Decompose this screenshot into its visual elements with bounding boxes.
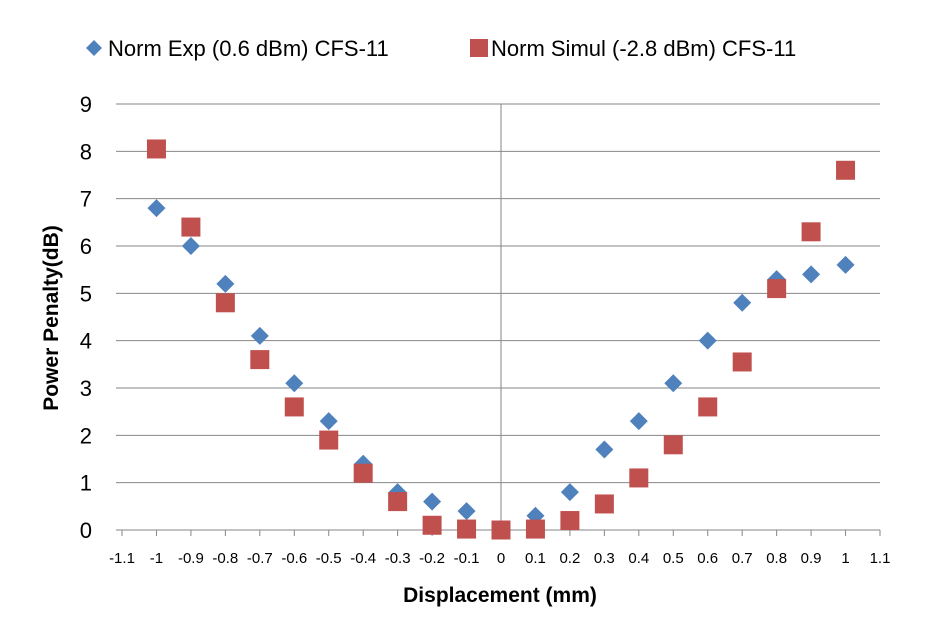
legend-label: Norm Simul (-2.8 dBm) CFS-11	[491, 36, 796, 61]
x-tick-labels: -1.1 -1 -0.9 -0.8 -0.7 -0.6 -0.5 -0.4 -0.3 -0.2 -0…	[109, 550, 890, 567]
series-2	[146, 139, 856, 540]
y-tick-label: 3	[80, 376, 92, 401]
data-point-diamond	[664, 374, 683, 393]
data-point-square	[181, 217, 201, 237]
data-point-diamond	[250, 326, 269, 345]
data-point-square	[422, 515, 442, 535]
data-point-square	[250, 350, 270, 370]
data-point-diamond	[733, 293, 752, 312]
data-point-square	[663, 435, 683, 455]
y-axis-label: Power Penalty(dB)	[40, 225, 63, 411]
series-1	[147, 199, 855, 539]
data-point-square	[629, 468, 649, 488]
data-point-diamond	[595, 440, 614, 459]
data-point-diamond	[423, 492, 442, 511]
data-point-square	[491, 520, 511, 540]
x-tick-label: 0	[497, 550, 505, 567]
legend-marker-square	[470, 39, 488, 57]
data-point-diamond	[836, 255, 855, 274]
data-point-diamond	[698, 331, 717, 350]
x-tick-label: 0.9	[801, 550, 822, 567]
y-tick-label: 4	[80, 329, 92, 354]
data-point-square	[801, 222, 821, 242]
y-tick-label: 6	[80, 234, 92, 259]
x-tick-label: -0.5	[316, 550, 342, 567]
data-point-square	[525, 519, 545, 539]
x-tick-label: -0.7	[247, 550, 273, 567]
y-tick-label: 9	[80, 92, 92, 117]
y-tick-label: 7	[80, 187, 92, 212]
data-point-square	[732, 352, 752, 372]
x-tick-label: 0.7	[732, 550, 753, 567]
data-point-square	[319, 430, 339, 450]
y-tick-label: 5	[80, 281, 92, 306]
y-tick-label: 1	[80, 471, 92, 496]
x-tick-label: -1.1	[109, 550, 135, 567]
x-tick-label: 0.5	[663, 550, 684, 567]
x-tick-label: -0.3	[385, 550, 411, 567]
x-tick-label: -0.8	[212, 550, 238, 567]
x-tick-label: 0.4	[628, 550, 649, 567]
legend: Norm Exp (0.6 dBm) CFS-11 Norm Simul (-2.…	[86, 36, 796, 61]
data-point-diamond	[285, 374, 304, 393]
legend-label: Norm Exp (0.6 dBm) CFS-11	[108, 36, 389, 61]
data-point-diamond	[319, 412, 338, 431]
x-tick-label: -0.4	[350, 550, 376, 567]
x-tick-label: 1.1	[870, 550, 891, 567]
x-tick-label: 0.6	[697, 550, 718, 567]
y-tick-label: 2	[80, 423, 92, 448]
data-point-square	[767, 279, 787, 299]
y-tick-label: 8	[80, 139, 92, 164]
y-tick-labels: 0 1 2 3 4 5 6 7 8 9	[80, 92, 92, 543]
x-tick-label: -0.6	[281, 550, 307, 567]
data-point-square	[698, 397, 718, 417]
x-tick-label: -0.1	[454, 550, 480, 567]
x-tick-label: -0.9	[178, 550, 204, 567]
data-point-square	[284, 397, 304, 417]
data-point-diamond	[147, 199, 166, 218]
y-tick-label: 0	[80, 518, 92, 543]
axes	[116, 103, 881, 536]
data-point-diamond	[216, 274, 235, 293]
data-point-diamond	[457, 502, 476, 521]
x-tick-label: 0.8	[766, 550, 787, 567]
data-point-square	[388, 492, 408, 512]
data-point-diamond	[181, 237, 200, 255]
x-tick-label: -0.2	[419, 550, 445, 567]
data-points	[146, 139, 856, 540]
x-tick-label: -1	[150, 550, 163, 567]
x-axis-label: Displacement (mm)	[403, 584, 597, 607]
data-point-diamond	[802, 265, 821, 284]
x-tick-label: 1	[841, 550, 849, 567]
data-point-square	[836, 160, 856, 180]
x-tick-label: 0.2	[559, 550, 580, 567]
x-tick-label: 0.3	[594, 550, 615, 567]
data-point-diamond	[629, 412, 648, 431]
data-point-square	[457, 519, 477, 539]
x-tick-label: 0.1	[525, 550, 546, 567]
legend-marker-diamond	[86, 40, 102, 56]
data-point-square	[353, 463, 373, 483]
data-point-square	[215, 293, 235, 313]
data-point-square	[146, 139, 166, 159]
data-point-square	[560, 511, 580, 531]
data-point-square	[594, 494, 614, 514]
data-point-diamond	[560, 483, 579, 502]
